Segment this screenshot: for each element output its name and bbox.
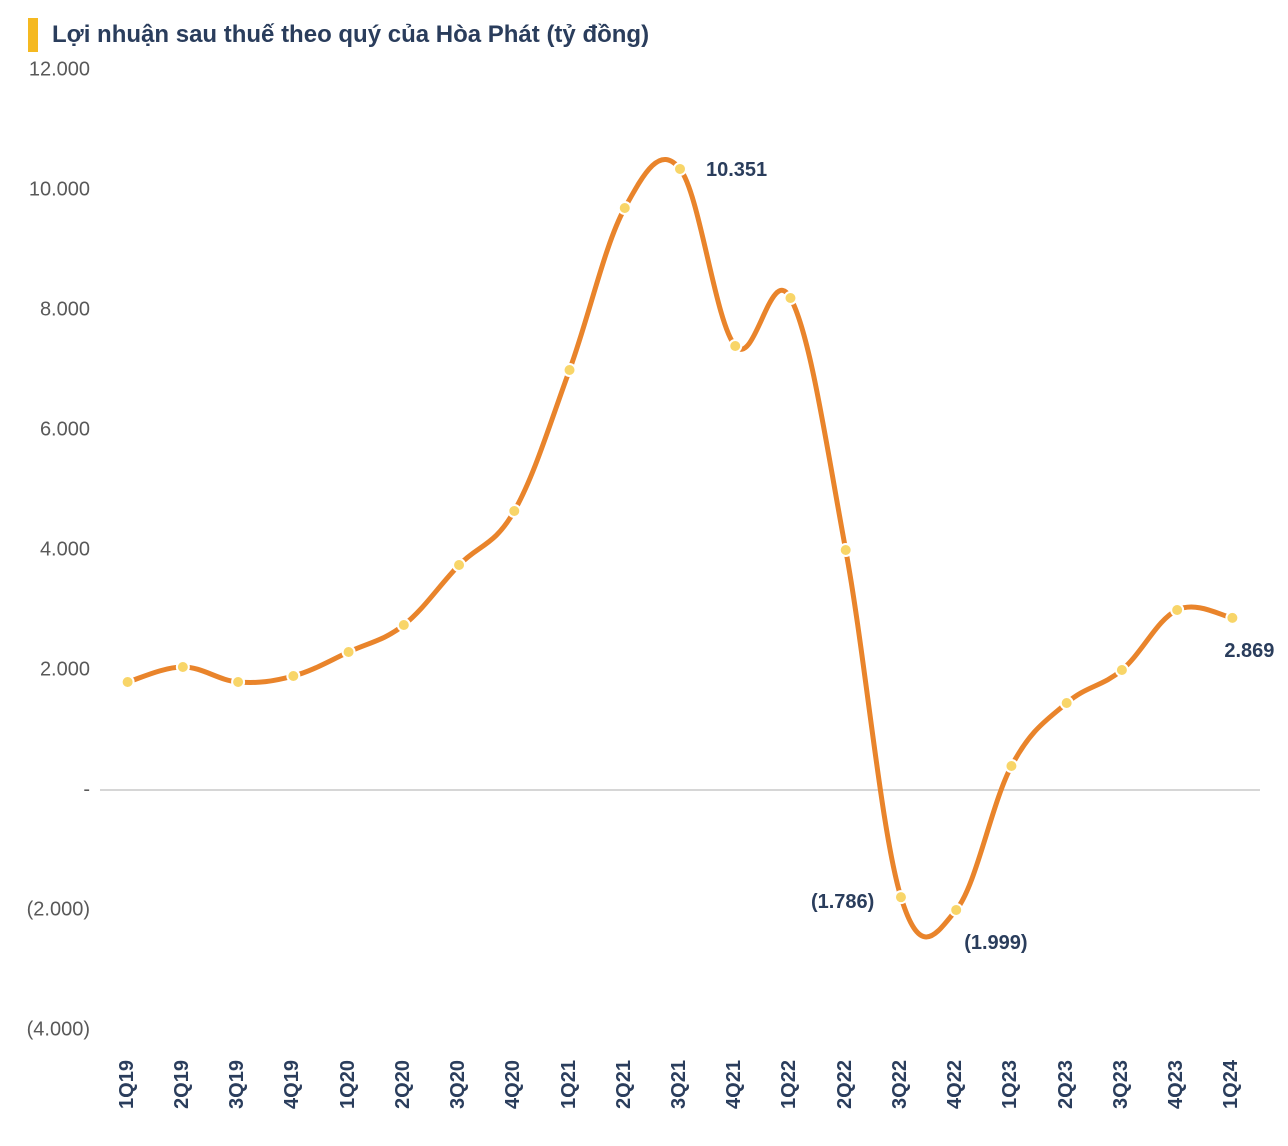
data-marker — [398, 619, 410, 631]
data-marker — [950, 904, 962, 916]
x-axis-tick-label: 1Q20 — [337, 1060, 360, 1140]
x-axis-tick-label: 4Q20 — [502, 1060, 525, 1140]
x-axis-tick-label: 3Q23 — [1110, 1060, 1133, 1140]
data-marker — [453, 559, 465, 571]
data-marker — [232, 676, 244, 688]
x-axis-tick-label: 1Q22 — [778, 1060, 801, 1140]
x-axis-tick-label: 2Q20 — [392, 1060, 415, 1140]
x-axis-tick-label: 1Q23 — [999, 1060, 1022, 1140]
x-axis-tick-label: 2Q19 — [171, 1060, 194, 1140]
data-marker — [343, 646, 355, 658]
title-accent-bar — [28, 18, 38, 52]
x-axis-tick-label: 3Q21 — [668, 1060, 691, 1140]
x-axis-tick-label: 1Q21 — [558, 1060, 581, 1140]
data-label: 2.869 — [1224, 640, 1274, 663]
plot-area: (4.000)(2.000)-2.0004.0006.0008.00010.00… — [100, 70, 1260, 1030]
x-axis-tick-label: 3Q20 — [447, 1060, 470, 1140]
y-axis-tick-label: 10.000 — [0, 179, 100, 202]
y-axis-tick-label: - — [0, 779, 100, 802]
data-label: (1.999) — [964, 932, 1027, 955]
y-axis-tick-label: 8.000 — [0, 299, 100, 322]
plot-svg — [100, 70, 1260, 1030]
chart-container: Lợi nhuận sau thuế theo quý của Hòa Phát… — [0, 0, 1288, 1146]
data-marker — [508, 505, 520, 517]
data-marker — [177, 661, 189, 673]
data-marker — [619, 202, 631, 214]
data-marker — [122, 676, 134, 688]
x-axis-tick-label: 4Q23 — [1165, 1060, 1188, 1140]
y-axis-tick-label: 12.000 — [0, 59, 100, 82]
data-marker — [784, 292, 796, 304]
x-axis-tick-label: 2Q23 — [1055, 1060, 1078, 1140]
x-axis-tick-label: 4Q19 — [281, 1060, 304, 1140]
data-label: 10.351 — [706, 159, 767, 182]
data-marker — [1005, 760, 1017, 772]
y-axis-tick-label: (2.000) — [0, 899, 100, 922]
x-axis-tick-label: 4Q22 — [944, 1060, 967, 1140]
y-axis-tick-label: (4.000) — [0, 1019, 100, 1042]
x-axis-tick-label: 3Q22 — [889, 1060, 912, 1140]
x-axis-tick-label: 4Q21 — [723, 1060, 746, 1140]
x-axis-tick-label: 2Q22 — [834, 1060, 857, 1140]
data-marker — [1116, 664, 1128, 676]
line-series — [128, 159, 1233, 937]
x-axis-tick-label: 1Q24 — [1220, 1060, 1243, 1140]
y-axis-tick-label: 6.000 — [0, 419, 100, 442]
data-marker — [1171, 604, 1183, 616]
chart-title: Lợi nhuận sau thuế theo quý của Hòa Phát… — [52, 21, 649, 49]
data-marker — [895, 891, 907, 903]
data-label: (1.786) — [811, 891, 874, 914]
data-marker — [1061, 697, 1073, 709]
data-marker — [674, 163, 686, 175]
data-marker — [1226, 612, 1238, 624]
x-axis-tick-label: 3Q19 — [226, 1060, 249, 1140]
data-marker — [287, 670, 299, 682]
data-marker — [729, 340, 741, 352]
y-axis-tick-label: 4.000 — [0, 539, 100, 562]
chart-title-wrap: Lợi nhuận sau thuế theo quý của Hòa Phát… — [28, 18, 649, 52]
data-marker — [564, 364, 576, 376]
x-axis-tick-label: 1Q19 — [116, 1060, 139, 1140]
data-marker — [840, 544, 852, 556]
y-axis-tick-label: 2.000 — [0, 659, 100, 682]
x-axis-tick-label: 2Q21 — [613, 1060, 636, 1140]
